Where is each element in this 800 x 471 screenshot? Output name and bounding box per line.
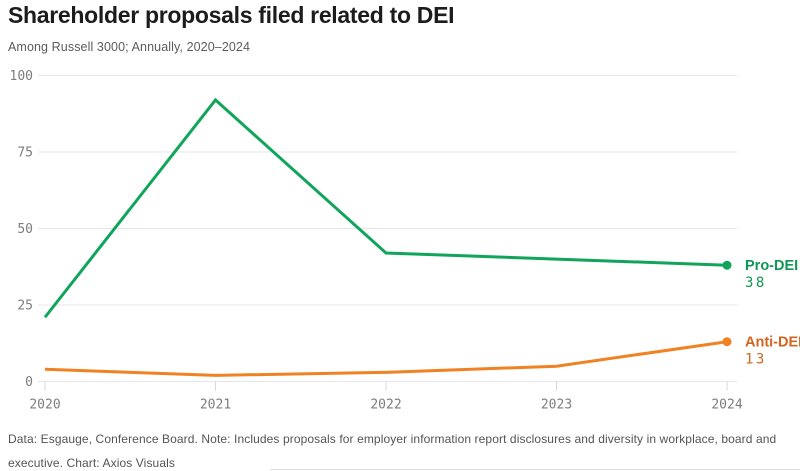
- chart-subtitle: Among Russell 3000; Annually, 2020–2024: [8, 40, 251, 54]
- y-axis-label: 75: [17, 146, 33, 161]
- x-axis-label: 2022: [370, 398, 401, 413]
- chart-title: Shareholder proposals filed related to D…: [8, 2, 455, 28]
- series-end-dot-pro-dei: [722, 260, 732, 270]
- series-label-anti-dei: Anti-DEI: [745, 335, 800, 351]
- series-end-value-pro-dei: 38: [745, 275, 767, 291]
- x-axis-label: 2020: [29, 398, 60, 413]
- chart-footnote: Data: Esgauge, Conference Board. Note: I…: [8, 432, 777, 470]
- series-end-value-anti-dei: 13: [745, 352, 767, 368]
- y-axis-label: 50: [17, 222, 33, 237]
- y-axis-label: 100: [10, 69, 33, 84]
- x-axis-label: 2024: [711, 398, 742, 413]
- series-end-dot-anti-dei: [722, 337, 732, 347]
- x-axis-label: 2021: [200, 398, 231, 413]
- series-line-anti-dei: [44, 340, 728, 377]
- bottom-divider: [270, 469, 800, 470]
- series-label-pro-dei: Pro-DEI: [745, 258, 798, 274]
- y-axis-label: 25: [17, 299, 33, 314]
- series-line-pro-dei: [43, 97, 728, 319]
- x-axis-label: 2023: [541, 398, 572, 413]
- y-axis-label: 0: [25, 375, 33, 390]
